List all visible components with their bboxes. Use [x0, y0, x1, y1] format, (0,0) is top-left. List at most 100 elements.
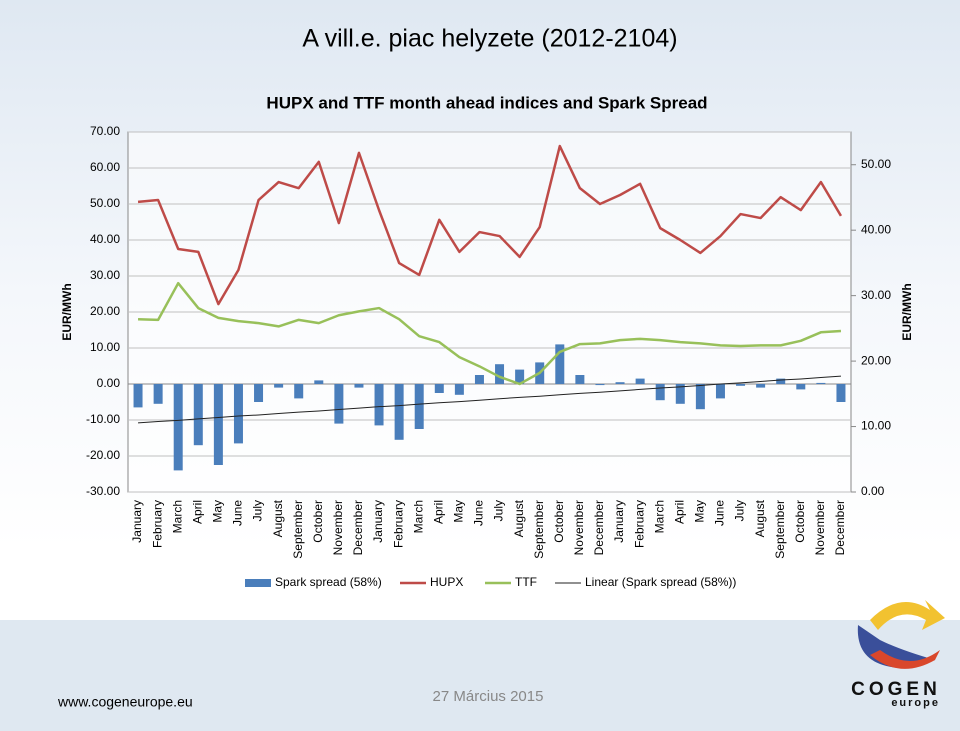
- x-tick-label: August: [271, 499, 285, 537]
- x-tick-label: August: [512, 499, 526, 537]
- y-tick-label: 20.00: [90, 304, 120, 318]
- bar: [515, 369, 525, 384]
- bar: [454, 384, 464, 395]
- footer-url: www.cogeneurope.eu: [57, 694, 193, 710]
- x-tick-label: July: [492, 500, 506, 521]
- y2-tick-label: 0.00: [861, 484, 885, 498]
- x-tick-label: June: [231, 500, 245, 526]
- y-tick-label: 50.00: [90, 196, 120, 210]
- x-tick-label: November: [813, 500, 827, 555]
- line: [137, 144, 843, 306]
- x-tick-label: April: [672, 500, 686, 524]
- line: [138, 281, 842, 386]
- bar: [254, 384, 264, 402]
- bar: [314, 380, 324, 384]
- bar: [595, 384, 605, 386]
- bar: [133, 384, 143, 408]
- x-tick-label: November: [331, 500, 345, 555]
- y-tick-label: -10.00: [86, 412, 120, 426]
- x-tick-label: June: [713, 500, 727, 526]
- y2-tick-label: 10.00: [861, 419, 891, 433]
- bar: [615, 382, 625, 384]
- bar: [635, 378, 645, 384]
- logo-sub: europe: [891, 697, 940, 709]
- bar: [715, 384, 725, 399]
- bar: [756, 384, 766, 388]
- bar: [173, 384, 183, 471]
- x-tick-label: September: [532, 500, 546, 559]
- x-tick-label: February: [150, 500, 164, 548]
- x-tick-label: January: [612, 500, 626, 543]
- bar: [233, 384, 243, 444]
- y2-tick-label: 30.00: [861, 288, 891, 302]
- legend-label: TTF: [515, 575, 537, 589]
- x-tick-label: May: [211, 500, 225, 523]
- bar: [796, 384, 806, 390]
- y-tick-label: 70.00: [90, 124, 120, 138]
- x-tick-label: December: [833, 500, 847, 555]
- x-tick-label: October: [552, 500, 566, 543]
- y2-axis-label: EUR/MWh: [900, 283, 914, 340]
- bar: [655, 384, 665, 401]
- x-tick-label: March: [170, 500, 184, 533]
- bar: [434, 384, 444, 393]
- y-tick-label: 0.00: [97, 376, 121, 390]
- legend-swatch: [245, 579, 271, 587]
- legend-label: HUPX: [430, 575, 463, 589]
- logo: COGEN europe: [851, 600, 945, 709]
- x-tick-label: January: [371, 500, 385, 543]
- x-tick-label: March: [652, 500, 666, 533]
- x-tick-label: December: [351, 500, 365, 555]
- bar: [675, 384, 685, 404]
- x-tick-label: September: [291, 500, 305, 559]
- bar: [575, 375, 585, 384]
- y2-tick-label: 40.00: [861, 222, 891, 236]
- bar: [294, 384, 304, 399]
- bar: [836, 384, 846, 402]
- x-tick-label: May: [452, 500, 466, 523]
- bar: [354, 384, 364, 388]
- bar: [274, 384, 284, 388]
- x-tick-label: September: [773, 500, 787, 559]
- bar: [695, 384, 705, 410]
- bar: [394, 384, 404, 440]
- x-tick-label: October: [311, 500, 325, 543]
- x-tick-label: July: [733, 500, 747, 521]
- x-tick-label: November: [572, 500, 586, 555]
- x-tick-label: April: [431, 500, 445, 524]
- logo-text: COGEN: [851, 679, 941, 700]
- x-tick-label: August: [753, 499, 767, 537]
- y-axis-label: EUR/MWh: [60, 283, 74, 340]
- y-tick-label: 30.00: [90, 268, 120, 282]
- bar: [816, 382, 826, 384]
- x-tick-label: October: [793, 500, 807, 543]
- bar: [495, 364, 505, 384]
- x-tick-label: March: [411, 500, 425, 533]
- x-tick-label: April: [190, 500, 204, 524]
- y-tick-label: -30.00: [86, 484, 120, 498]
- bar: [736, 384, 746, 386]
- x-tick-label: June: [472, 500, 486, 526]
- bar: [776, 378, 786, 384]
- slide-title: A vill.e. piac helyzete (2012-2104): [302, 25, 677, 53]
- bar: [374, 384, 384, 426]
- bar: [414, 384, 424, 429]
- x-tick-label: December: [592, 500, 606, 555]
- trend-line: [138, 375, 841, 424]
- legend-label: Spark spread (58%): [275, 575, 382, 589]
- bar: [213, 384, 223, 465]
- y-tick-label: 60.00: [90, 160, 120, 174]
- y-tick-label: -20.00: [86, 448, 120, 462]
- x-tick-label: May: [693, 500, 707, 523]
- bar: [193, 384, 203, 446]
- chart-title: HUPX and TTF month ahead indices and Spa…: [266, 93, 707, 112]
- bar: [153, 384, 163, 404]
- legend-label: Linear (Spark spread (58%)): [585, 575, 736, 589]
- x-tick-label: February: [632, 500, 646, 548]
- logo-arrow: [870, 600, 945, 630]
- footer-date: 27 Március 2015: [433, 688, 544, 705]
- y2-tick-label: 20.00: [861, 353, 891, 367]
- y-tick-label: 40.00: [90, 232, 120, 246]
